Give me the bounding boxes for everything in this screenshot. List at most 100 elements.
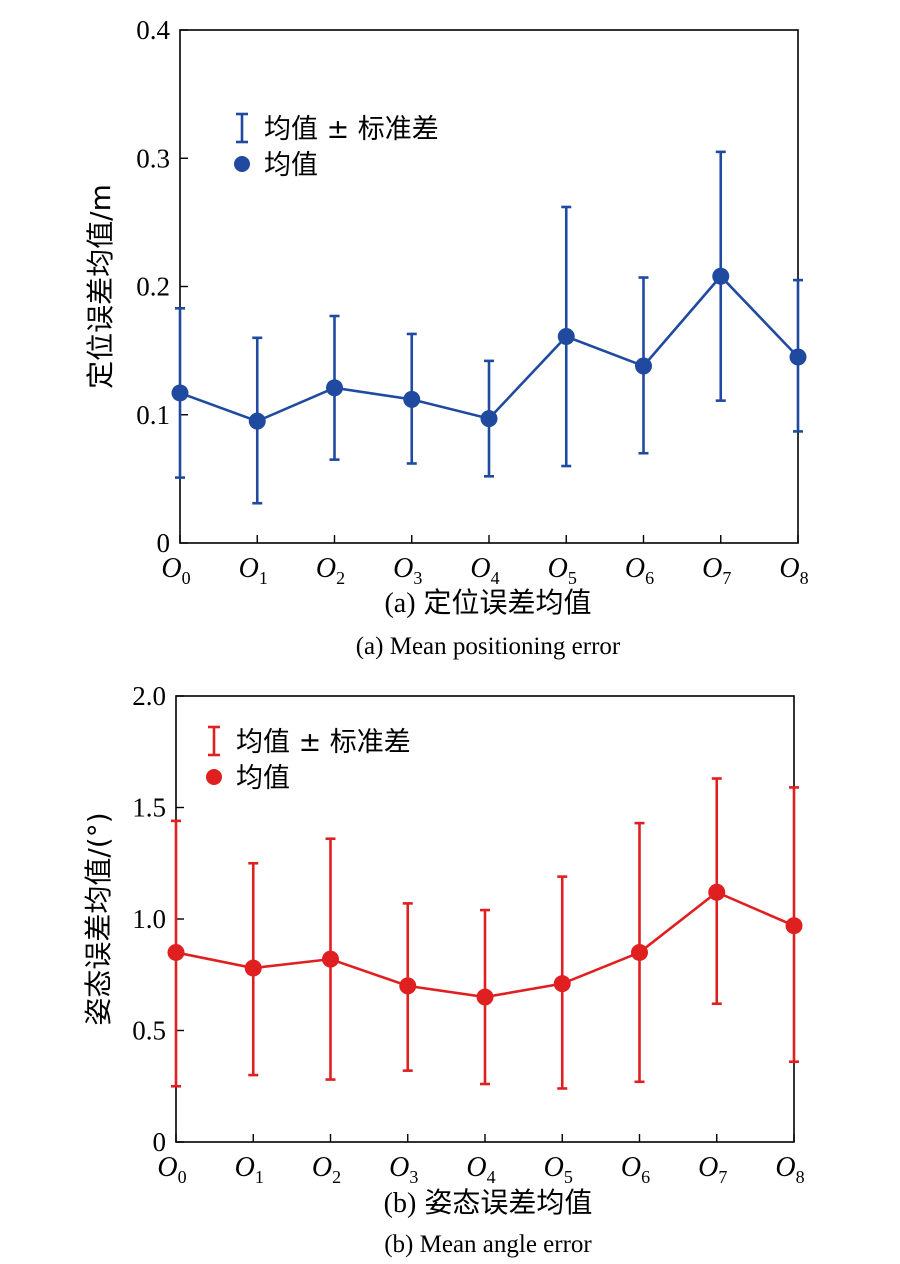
mean-point — [631, 943, 648, 961]
x-tick-subscript: 7 — [718, 1167, 727, 1187]
x-tick-subscript: 8 — [800, 568, 809, 588]
x-tick-subscript: 7 — [722, 568, 731, 588]
mean-point — [476, 988, 494, 1006]
y-tick-label: 0.3 — [136, 143, 170, 173]
x-tick-label: O5 — [548, 553, 577, 588]
x-tick-label: O8 — [775, 1152, 804, 1187]
mean-point — [789, 348, 807, 366]
x-tick-label: O3 — [393, 553, 422, 588]
x-tick-subscript: 1 — [259, 568, 268, 588]
x-tick-subscript: 2 — [332, 1167, 341, 1187]
y-tick-label: 1.5 — [132, 793, 166, 823]
x-tick-letter: O — [702, 553, 722, 584]
x-tick-label: O6 — [621, 1152, 650, 1187]
y-axis-label: 姿态误差均值/(°) — [82, 812, 115, 1025]
legend-mean-label: 均值 — [236, 763, 290, 794]
x-tick-subscript: 4 — [491, 568, 500, 588]
mean-point — [399, 977, 417, 995]
x-tick-label: O6 — [625, 553, 654, 588]
x-tick-letter: O — [235, 1152, 255, 1183]
x-tick-label: O4 — [466, 1152, 495, 1187]
mean-point — [326, 379, 343, 397]
caption-subplot-label: (a) — [384, 588, 415, 619]
legend-errorbar-label: 均值 ± 标准差 — [236, 727, 411, 758]
mean-point — [785, 917, 803, 935]
caption-en: (b) Mean angle error — [384, 1231, 592, 1258]
x-tick-subscript: 2 — [336, 568, 345, 588]
caption-cn: (b) 姿态误差均值 — [384, 1186, 593, 1219]
x-tick-letter: O — [239, 553, 259, 584]
mean-point — [708, 883, 726, 901]
caption-cn-text: 定位误差均值 — [424, 586, 592, 619]
x-tick-letter: O — [775, 1152, 795, 1183]
x-tick-label: O7 — [698, 1152, 727, 1187]
x-tick-label: O2 — [316, 553, 345, 588]
x-tick-subscript: 4 — [487, 1167, 496, 1187]
x-tick-letter: O — [470, 553, 490, 584]
mean-point — [171, 384, 189, 402]
y-tick-label: 0 — [153, 1127, 167, 1157]
x-tick-subscript: 8 — [796, 1167, 805, 1187]
y-tick-label: 1.0 — [132, 904, 166, 934]
x-tick-letter: O — [312, 1152, 332, 1183]
mean-point — [244, 959, 262, 977]
caption-cn-text: 姿态误差均值 — [424, 1186, 592, 1219]
x-tick-label: O8 — [779, 553, 808, 588]
x-tick-letter: O — [625, 553, 645, 584]
x-tick-letter: O — [157, 1152, 177, 1183]
mean-point — [557, 328, 575, 346]
mean-point — [480, 410, 498, 428]
y-tick-label: 0.1 — [136, 400, 170, 430]
caption-subplot-label: (b) — [384, 1188, 417, 1219]
x-tick-letter: O — [316, 553, 336, 584]
x-tick-letter: O — [161, 553, 181, 584]
x-tick-label: O0 — [157, 1152, 186, 1187]
x-tick-letter: O — [548, 553, 568, 584]
x-tick-subscript: 3 — [409, 1167, 418, 1187]
mean-point — [712, 267, 730, 285]
x-tick-label: O1 — [235, 1152, 264, 1187]
x-tick-subscript: 1 — [255, 1167, 264, 1187]
x-tick-subscript: 5 — [564, 1167, 573, 1187]
x-tick-letter: O — [466, 1152, 486, 1183]
x-tick-label: O1 — [239, 553, 268, 588]
legend-mean-symbol — [234, 156, 250, 172]
legend-mean-symbol — [206, 769, 222, 785]
mean-point — [635, 357, 652, 375]
y-tick-label: 2.0 — [132, 681, 166, 711]
mean-point — [322, 950, 339, 968]
caption-en: (a) Mean positioning error — [356, 633, 621, 660]
x-tick-letter: O — [698, 1152, 718, 1183]
mean-point — [553, 975, 571, 993]
mean-point — [167, 943, 185, 961]
mean-point — [248, 412, 266, 430]
x-tick-letter: O — [621, 1152, 641, 1183]
y-tick-label: 0 — [157, 528, 171, 558]
x-tick-letter: O — [393, 553, 413, 584]
x-tick-label: O4 — [470, 553, 499, 588]
mean-point — [403, 390, 421, 408]
y-tick-label: 0.5 — [132, 1016, 166, 1046]
legend-errorbar-label: 均值 ± 标准差 — [264, 114, 439, 145]
x-tick-letter: O — [779, 553, 799, 584]
x-tick-subscript: 3 — [413, 568, 422, 588]
x-tick-subscript: 0 — [182, 568, 191, 588]
x-tick-label: O5 — [544, 1152, 573, 1187]
x-tick-subscript: 6 — [641, 1167, 650, 1187]
caption-cn: (a) 定位误差均值 — [384, 586, 591, 619]
x-tick-letter: O — [544, 1152, 564, 1183]
y-tick-label: 0.4 — [136, 15, 170, 45]
x-tick-label: O7 — [702, 553, 731, 588]
x-tick-subscript: 0 — [178, 1167, 187, 1187]
legend-mean-label: 均值 — [264, 150, 318, 181]
x-tick-label: O0 — [161, 553, 190, 588]
x-tick-letter: O — [389, 1152, 409, 1183]
x-tick-subscript: 6 — [645, 568, 654, 588]
y-axis-label: 定位误差均值/m — [84, 184, 117, 389]
x-tick-label: O3 — [389, 1152, 418, 1187]
